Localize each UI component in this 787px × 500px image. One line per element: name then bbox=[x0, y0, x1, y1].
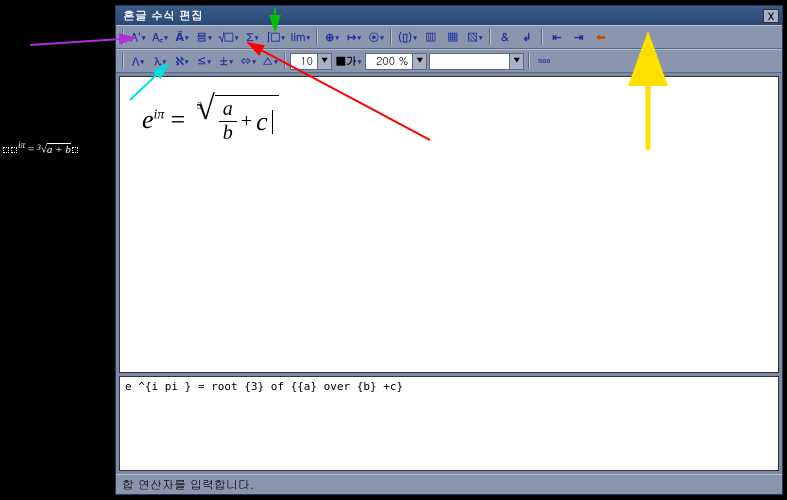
preview-root-index: 3 bbox=[37, 143, 41, 152]
lambda-button[interactable]: λ bbox=[150, 52, 170, 70]
dropdown-icon: ▼ bbox=[317, 54, 331, 69]
pm-button[interactable]: ± bbox=[216, 52, 236, 70]
equation-editor-window: 혼글 수식 편집 X A' A꜀ A⃗ 믐 √□ Σ ∫□ lim ⊕ ↦ ⊙ … bbox=[115, 5, 783, 495]
numerator: a bbox=[219, 98, 237, 121]
bracket-button[interactable]: (▯) bbox=[396, 28, 419, 46]
maps-button[interactable]: ↦ bbox=[344, 28, 364, 46]
window-title: 혼글 수식 편집 bbox=[119, 7, 763, 24]
fraction: a b bbox=[219, 98, 237, 145]
external-formula-preview: iπ = 3√a + b bbox=[2, 140, 112, 156]
preview-body: a + b bbox=[47, 143, 71, 156]
triangle-button[interactable]: △ bbox=[260, 52, 280, 70]
text-cursor bbox=[272, 110, 273, 134]
matrix1-button[interactable]: ▥ bbox=[421, 28, 441, 46]
root-button[interactable]: √□ bbox=[216, 28, 240, 46]
equation-source: e ^{i pi } = root {3} of {{a} over {b} +… bbox=[125, 380, 403, 393]
circled-button[interactable]: ⊕ bbox=[322, 28, 342, 46]
zoom-combo[interactable]: 200 % ▼ bbox=[365, 53, 427, 70]
formula: eiπ = 3 √ a b + c bbox=[142, 95, 756, 145]
toolbar-templates: A' A꜀ A⃗ 믐 √□ Σ ∫□ lim ⊕ ↦ ⊙ (▯) ▥ ▦ ▧ &… bbox=[116, 25, 782, 49]
preview-exp: iπ bbox=[18, 140, 25, 150]
newline-button[interactable]: ↲ bbox=[517, 28, 537, 46]
font-button[interactable]: ■가 bbox=[334, 52, 363, 70]
close-button[interactable]: X bbox=[763, 9, 779, 23]
denominator: b bbox=[219, 121, 237, 145]
formula-exponent: iπ bbox=[154, 107, 165, 122]
radicand: a b + c bbox=[215, 95, 279, 145]
dropdown-icon: ▼ bbox=[509, 54, 523, 69]
matrix3-button[interactable]: ▧ bbox=[465, 28, 485, 46]
equals-sign: = bbox=[170, 105, 185, 135]
matrix2-button[interactable]: ▦ bbox=[443, 28, 463, 46]
toolbar-symbols: Λ λ ℵ ≤ ± ⇔ △ 10 ▼ ■가 200 % ▼ ▼ ▫▫▫ bbox=[116, 49, 782, 73]
prev-button[interactable]: ⇤ bbox=[547, 28, 567, 46]
fontsize-value: 10 bbox=[291, 54, 317, 69]
statusbar: 합 연산자를 입력합니다. bbox=[116, 474, 782, 494]
titlebar[interactable]: 혼글 수식 편집 X bbox=[116, 6, 782, 25]
zoom-value: 200 % bbox=[366, 54, 412, 69]
status-text: 합 연산자를 입력합니다. bbox=[122, 476, 254, 493]
accent-button[interactable]: A' bbox=[128, 28, 148, 46]
exit-button[interactable]: ⬅ bbox=[591, 28, 611, 46]
integral-button[interactable]: ∫□ bbox=[264, 28, 286, 46]
leq-button[interactable]: ≤ bbox=[194, 52, 214, 70]
root-index: 3 bbox=[197, 101, 202, 112]
fraction-button[interactable]: 믐 bbox=[194, 28, 214, 46]
plus-sign: + bbox=[241, 110, 252, 133]
grid-button[interactable]: ▫▫▫ bbox=[534, 52, 554, 70]
color-combo[interactable]: ▼ bbox=[429, 53, 524, 70]
odot-button[interactable]: ⊙ bbox=[366, 28, 386, 46]
subscript-button[interactable]: A꜀ bbox=[150, 28, 170, 46]
iff-button[interactable]: ⇔ bbox=[238, 52, 258, 70]
equation-canvas[interactable]: eiπ = 3 √ a b + c bbox=[119, 76, 779, 373]
amp-button[interactable]: & bbox=[495, 28, 515, 46]
limit-button[interactable]: lim bbox=[289, 28, 312, 46]
sum-button[interactable]: Σ bbox=[242, 28, 262, 46]
equation-source-box[interactable]: e ^{i pi } = root {3} of {{a} over {b} +… bbox=[119, 376, 779, 471]
term-c: c bbox=[256, 107, 268, 137]
cap-lambda-button[interactable]: Λ bbox=[128, 52, 148, 70]
root: 3 √ a b + c bbox=[191, 95, 279, 145]
fontsize-combo[interactable]: 10 ▼ bbox=[290, 53, 332, 70]
preview-eq: = bbox=[28, 144, 34, 156]
dropdown-icon: ▼ bbox=[412, 54, 426, 69]
next-button[interactable]: ⇥ bbox=[569, 28, 589, 46]
aleph-button[interactable]: ℵ bbox=[172, 52, 192, 70]
vector-button[interactable]: A⃗ bbox=[172, 28, 192, 46]
formula-base: e bbox=[142, 105, 154, 134]
